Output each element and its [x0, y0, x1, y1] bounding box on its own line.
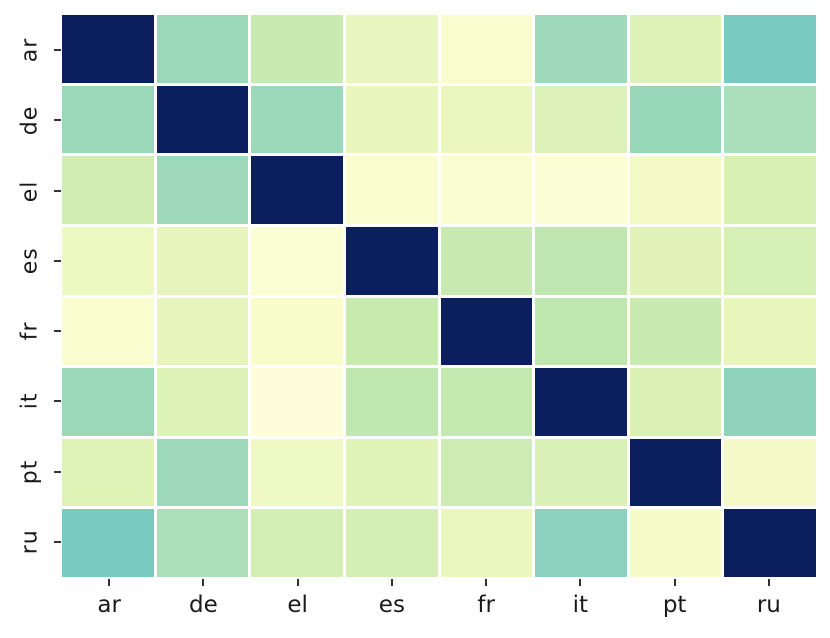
heatmap-cell [62, 156, 154, 224]
y-tick-mark [54, 540, 61, 543]
heatmap-cell [251, 509, 343, 577]
heatmap-cell [156, 156, 249, 224]
heatmap-cell [156, 368, 249, 436]
x-tick-label: de [189, 592, 218, 618]
x-tick-mark [390, 579, 393, 586]
heatmap-cell [345, 509, 438, 577]
heatmap-cell [345, 368, 438, 436]
heatmap-cell [440, 156, 533, 224]
x-tick-label: it [572, 592, 589, 618]
heatmap-cell [156, 15, 249, 83]
heatmap-cell [440, 15, 533, 83]
heatmap-cell [535, 15, 627, 83]
heatmap-cell [535, 509, 627, 577]
y-tick-mark [54, 330, 61, 333]
heatmap-cell [724, 368, 816, 436]
heatmap-cell [535, 438, 627, 507]
heatmap-cell [629, 156, 722, 224]
heatmap-cell [345, 226, 438, 295]
y-tick-label: ar [17, 37, 43, 63]
heatmap-cell [345, 15, 438, 83]
heatmap-cell [345, 297, 438, 366]
heatmap-cell [440, 509, 533, 577]
heatmap-cell [629, 297, 722, 366]
heatmap-cell [535, 297, 627, 366]
heatmap-cell [724, 509, 816, 577]
heatmap-cell [251, 368, 343, 436]
heatmap-cell [156, 226, 249, 295]
y-tick-mark [54, 259, 61, 262]
y-tick-label: ru [17, 529, 43, 555]
x-tick-mark [108, 579, 111, 586]
heatmap-cell [629, 226, 722, 295]
heatmap-cell [440, 297, 533, 366]
x-tick-label: ru [756, 592, 781, 618]
heatmap-cell [62, 226, 154, 295]
heatmap-cell [251, 156, 343, 224]
heatmap-cell [535, 226, 627, 295]
heatmap-cell [345, 156, 438, 224]
heatmap-cell [156, 509, 249, 577]
heatmap-cell [629, 438, 722, 507]
heatmap-cell [724, 156, 816, 224]
heatmap-cell [724, 85, 816, 154]
y-tick-label: fr [17, 321, 43, 341]
y-tick-label: it [17, 393, 43, 410]
y-tick-mark [54, 400, 61, 403]
y-tick-label: de [17, 105, 43, 136]
heatmap-cell [629, 368, 722, 436]
heatmap-cell [724, 226, 816, 295]
y-tick-mark [54, 470, 61, 473]
y-tick-mark [54, 189, 61, 192]
heatmap-cell [251, 438, 343, 507]
heatmap-cell [251, 85, 343, 154]
heatmap-cell [440, 368, 533, 436]
heatmap-cell [251, 297, 343, 366]
heatmap-cell [440, 226, 533, 295]
heatmap-cell [62, 368, 154, 436]
y-tick-label: el [17, 179, 43, 202]
heatmap-cell [724, 15, 816, 83]
heatmap-cell [535, 368, 627, 436]
x-tick-mark [767, 579, 770, 586]
heatmap-cell [629, 85, 722, 154]
heatmap-cell [535, 156, 627, 224]
heatmap-cell [440, 438, 533, 507]
heatmap-cell [62, 15, 154, 83]
x-tick-label: es [378, 592, 405, 618]
heatmap-cell [62, 297, 154, 366]
heatmap-cell [345, 85, 438, 154]
heatmap-cell [251, 226, 343, 295]
heatmap-cell [629, 15, 722, 83]
heatmap-cell [440, 85, 533, 154]
heatmap-cell [629, 509, 722, 577]
heatmap-cell [345, 438, 438, 507]
heatmap-grid [62, 15, 816, 577]
x-tick-mark [202, 579, 205, 586]
heatmap-cell [535, 85, 627, 154]
x-tick-mark [579, 579, 582, 586]
x-tick-mark [673, 579, 676, 586]
y-tick-mark [54, 49, 61, 52]
heatmap-cell [62, 85, 154, 154]
heatmap-cell [724, 297, 816, 366]
x-tick-label: pt [662, 592, 687, 618]
heatmap-cell [724, 438, 816, 507]
heatmap-cell [156, 297, 249, 366]
heatmap-cell [251, 15, 343, 83]
x-tick-label: el [287, 592, 308, 618]
x-tick-mark [485, 579, 488, 586]
heatmap-cell [156, 438, 249, 507]
x-tick-label: ar [97, 592, 121, 618]
heatmap-cell [62, 438, 154, 507]
x-tick-label: fr [477, 592, 495, 618]
x-tick-mark [296, 579, 299, 586]
y-tick-mark [54, 119, 61, 122]
y-tick-label: pt [17, 459, 43, 484]
heatmap-cell [62, 509, 154, 577]
y-tick-label: es [17, 247, 43, 275]
heatmap-cell [156, 85, 249, 154]
